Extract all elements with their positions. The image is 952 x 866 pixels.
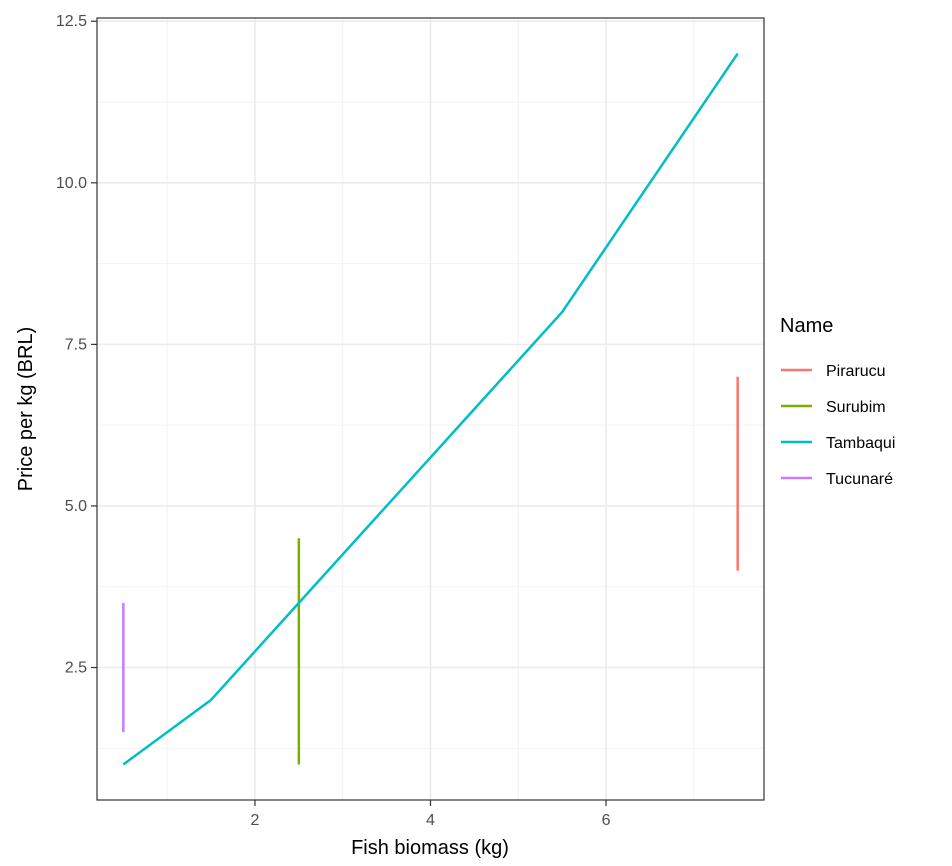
legend-label-surubim: Surubim	[826, 399, 886, 416]
y-tick-label-1: 5.0	[65, 498, 87, 515]
legend-label-pirarucu: Pirarucu	[826, 363, 886, 380]
x-axis: 2 4 6	[251, 800, 611, 829]
y-tick-label-3: 10.0	[56, 175, 87, 192]
y-tick-label-0: 2.5	[65, 660, 87, 677]
legend-title: Name	[780, 315, 833, 337]
series-line-tambaqui	[122, 52, 739, 766]
legend-label-tucunar-: Tucunaré	[826, 471, 893, 488]
x-axis-title: Fish biomass (kg)	[351, 837, 509, 859]
series-layer	[122, 52, 739, 766]
y-tick-label-4: 12.5	[56, 13, 87, 30]
x-tick-label-0: 2	[251, 812, 260, 829]
x-tick-label-1: 4	[426, 812, 435, 829]
legend: Name Pirarucu Surubim Tambaqui Tucunaré	[780, 315, 895, 488]
y-axis-title: Price per kg (BRL)	[15, 327, 37, 492]
legend-label-tambaqui: Tambaqui	[826, 435, 895, 452]
y-axis: 2.5 5.0 7.5 10.0 12.5	[56, 13, 97, 677]
x-tick-label-2: 6	[602, 812, 611, 829]
y-tick-label-2: 7.5	[65, 336, 87, 353]
major-gridlines	[97, 18, 764, 800]
